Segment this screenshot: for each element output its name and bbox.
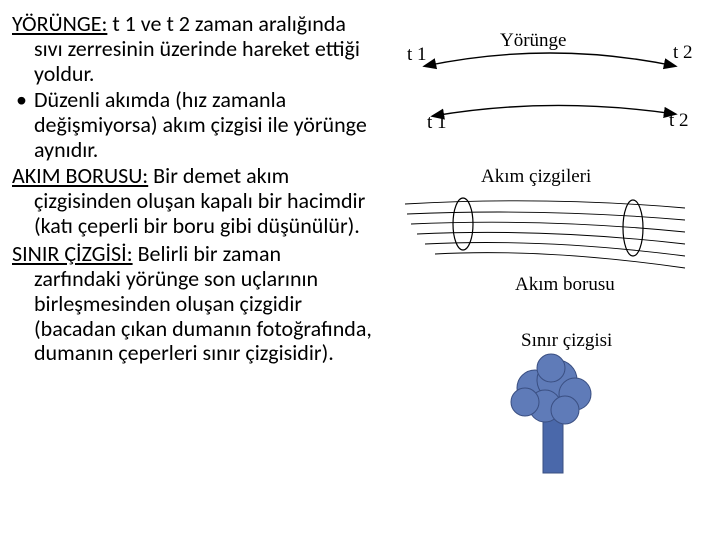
term-flowtube: AKIM BORUSU: bbox=[12, 162, 148, 189]
term-boundary: SINIR ÇİZGİSİ: bbox=[12, 240, 133, 267]
bullet-steady-flow: Düzenli akımda (hız zamanla değişmiyorsa… bbox=[12, 88, 379, 162]
streamline-arc bbox=[433, 105, 675, 116]
label-boundary: Sınır çizgisi bbox=[521, 330, 612, 352]
label-t2-mid: t 2 bbox=[669, 110, 689, 132]
body-flowtube-inline: Bir demet akım bbox=[148, 162, 289, 189]
diagram-area: Yörünge t 1 t 2 t 1 t 2 Akım çizgileri A… bbox=[385, 18, 720, 518]
diagram-panel: Yörünge t 1 t 2 t 1 t 2 Akım çizgileri A… bbox=[385, 0, 720, 540]
definition-boundary: SINIR ÇİZGİSİ: Belirli bir zaman zarfınd… bbox=[12, 240, 379, 366]
flowtube-section-left bbox=[453, 198, 473, 250]
flowtube-line bbox=[411, 222, 685, 232]
label-t1-mid: t 1 bbox=[427, 112, 447, 134]
body-flowtube-cont: çizgisinden oluşan kapalı bir hacimdir (… bbox=[12, 189, 379, 238]
smoke-diagram bbox=[511, 354, 591, 473]
body-boundary-cont: zarfındaki yörünge son uçlarının birleşm… bbox=[12, 267, 379, 366]
flowtube-line bbox=[425, 243, 685, 257]
definition-trajectory: YÖRÜNGE: t 1 ve t 2 zaman aralığında sıv… bbox=[12, 10, 379, 86]
diagram-svg bbox=[385, 18, 720, 518]
body-trajectory-cont: sıvı zerresinin üzerinde hareket ettiği … bbox=[12, 37, 379, 86]
flowtube-line bbox=[435, 253, 685, 268]
flowtube-line bbox=[407, 212, 685, 220]
smoke-cloud-icon bbox=[511, 354, 591, 424]
flowtube-line bbox=[405, 201, 685, 208]
label-flowtube: Akım borusu bbox=[515, 274, 615, 296]
definitions-panel: YÖRÜNGE: t 1 ve t 2 zaman aralığında sıv… bbox=[0, 0, 385, 540]
label-streamlines: Akım çizgileri bbox=[481, 166, 591, 188]
body-boundary-inline: Belirli bir zaman bbox=[133, 240, 282, 267]
label-t1-top: t 1 bbox=[407, 44, 427, 66]
term-trajectory: YÖRÜNGE: bbox=[12, 10, 107, 37]
flowtube-line bbox=[417, 232, 685, 244]
body-trajectory-inline: t 1 ve t 2 zaman aralığında bbox=[107, 10, 346, 37]
label-t2-top: t 2 bbox=[673, 42, 693, 64]
smoke-puff bbox=[551, 396, 579, 424]
smoke-puff bbox=[511, 388, 539, 416]
smoke-puff bbox=[537, 354, 565, 382]
definition-flowtube: AKIM BORUSU: Bir demet akım çizgisinden … bbox=[12, 162, 379, 238]
trajectory-arc bbox=[425, 53, 675, 66]
label-trajectory: Yörünge bbox=[500, 30, 566, 52]
